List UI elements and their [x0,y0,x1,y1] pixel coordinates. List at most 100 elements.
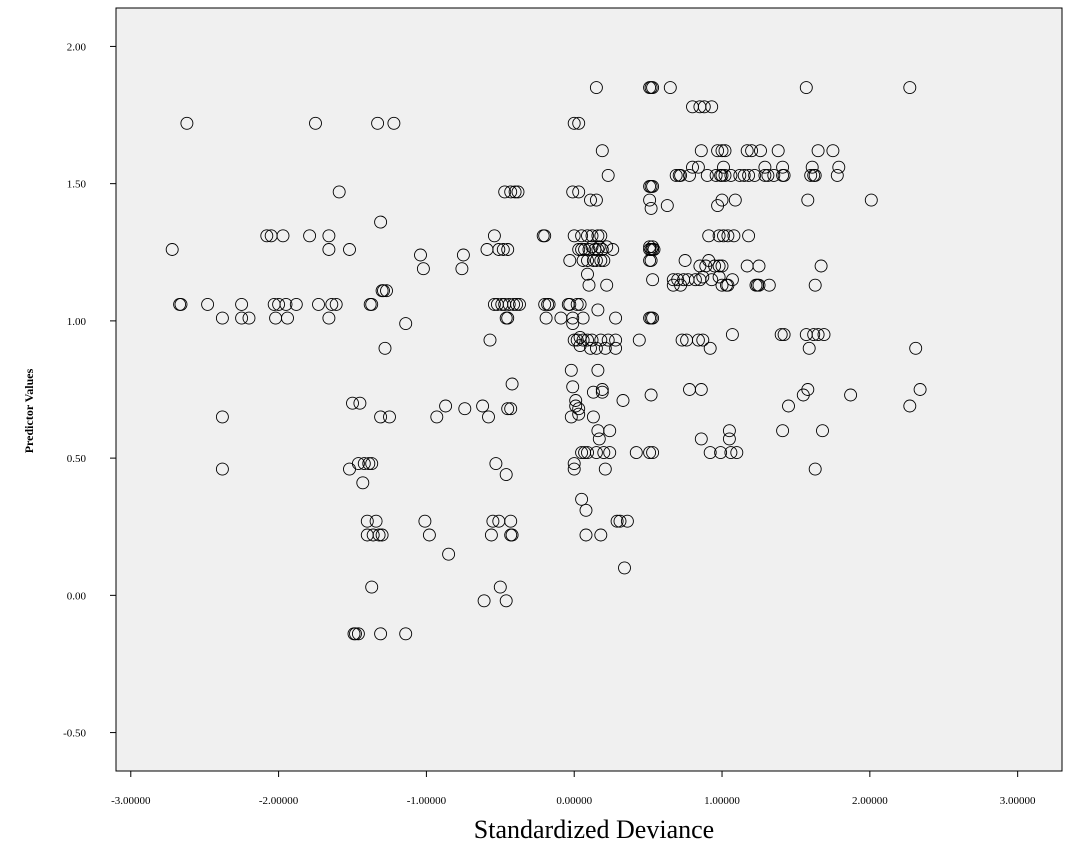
data-point [387,116,401,130]
data-point [597,254,611,267]
data-point [721,229,735,243]
data-point [575,229,589,243]
data-point [581,229,594,243]
data-point [708,259,722,273]
y-tick-label: 2.00 [67,41,87,53]
data-point [826,144,840,158]
data-point [289,297,303,311]
data-point [717,160,730,174]
data-point [564,363,578,377]
data-point [504,185,518,199]
data-point [566,317,580,331]
data-point [581,333,594,347]
data-point [600,278,614,292]
y-axis: -0.50 0.00 0.50 1.00 1.50 2.00 [63,41,116,740]
data-point [566,311,580,325]
data-point [728,193,742,207]
data-point [777,328,791,342]
data-point [416,262,430,276]
data-point [356,476,370,490]
data-point [694,383,708,396]
data-point [801,193,815,207]
data-point [507,297,521,311]
data-point [618,561,631,575]
data-point [564,410,578,424]
data-point [351,457,365,471]
data-point [502,297,516,311]
data-point [748,168,762,182]
data-point [380,284,393,298]
data-point [215,462,229,476]
data-point [594,528,608,542]
data-point [776,424,790,438]
data-point [643,240,657,254]
data-point [646,273,660,287]
data-point [715,259,729,273]
data-point [646,446,660,460]
data-point [844,388,858,402]
data-point [586,385,600,399]
data-point [322,311,336,325]
data-point [767,168,781,182]
data-point [678,254,692,267]
data-point [585,333,599,347]
data-point [644,201,658,215]
data-point [499,594,513,608]
data-point [646,311,660,325]
data-point [573,330,587,344]
data-point [586,410,600,424]
data-point [591,229,605,243]
data-point [718,168,732,182]
data-point [754,144,767,158]
data-point [569,399,583,413]
data-point [322,229,336,243]
y-tick-label: 0.00 [67,590,87,602]
data-point [603,446,617,460]
data-point [597,446,611,460]
data-point [351,627,365,641]
data-point [573,297,587,311]
data-point [281,311,294,325]
data-point [174,297,188,311]
data-point [589,81,603,95]
data-point [362,457,376,471]
data-point [399,317,413,331]
data-point [725,273,739,287]
data-point [591,303,605,317]
data-point [805,160,819,174]
data-point [589,341,603,355]
data-point [272,297,286,311]
data-point [422,528,436,542]
data-point [369,514,383,528]
data-point [609,311,623,325]
data-point [715,193,729,207]
data-point [563,254,577,267]
data-point [644,388,658,402]
data-point [712,259,726,273]
data-point [584,193,597,207]
data-point [712,229,726,243]
data-point [510,297,524,311]
data-point [499,468,513,482]
data-point [575,492,589,506]
data-point [811,144,825,158]
data-point [505,528,519,542]
data-point [325,297,339,311]
data-point [374,215,388,229]
data-point [647,243,661,256]
y-tick-label: -0.50 [63,728,86,740]
data-point [643,193,657,207]
data-point [601,168,615,182]
data-point [696,333,710,347]
data-point [572,185,586,199]
data-point [771,144,785,158]
data-point [610,514,624,528]
x-tick-label: 1.00000 [704,795,740,807]
data-point [496,243,510,256]
data-point [606,243,620,256]
data-point [725,328,739,342]
data-point [686,160,699,174]
data-point [663,81,677,95]
data-point [629,446,643,460]
data-point [576,333,590,347]
